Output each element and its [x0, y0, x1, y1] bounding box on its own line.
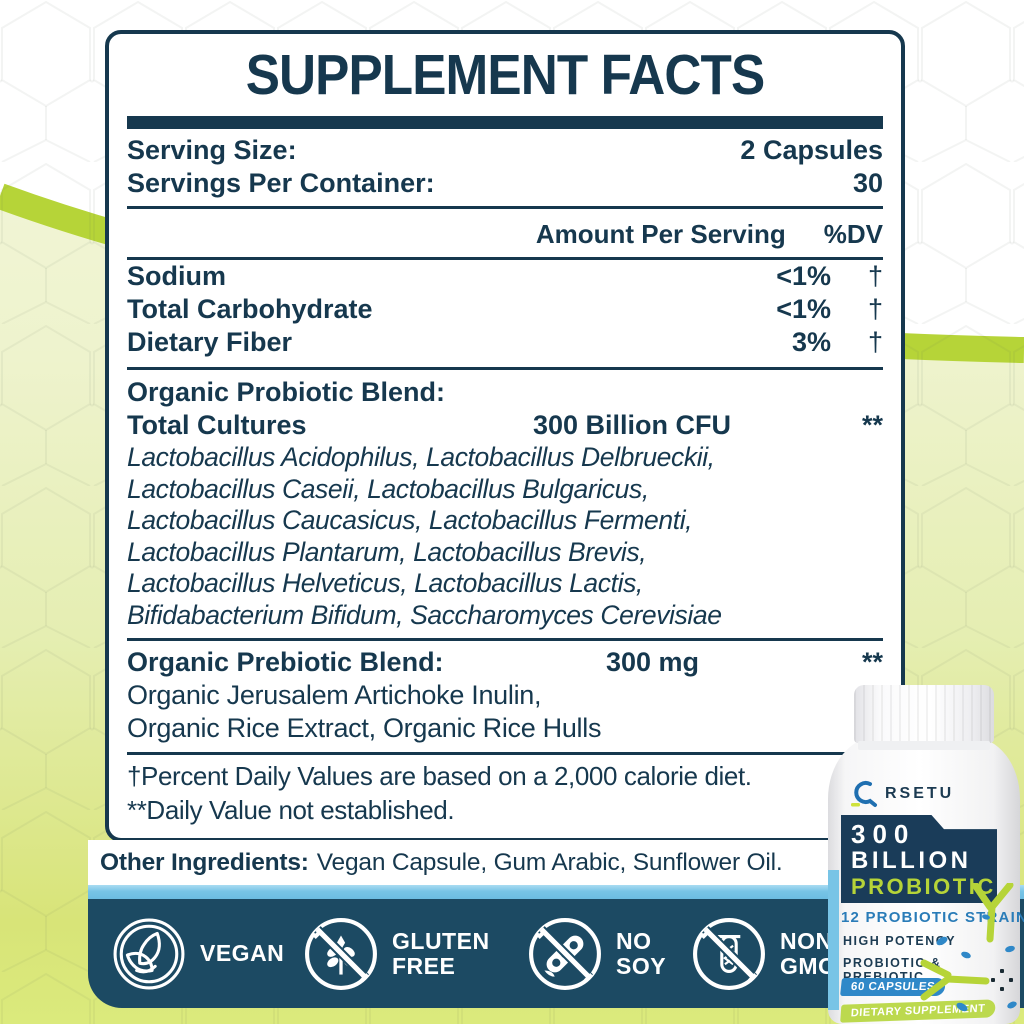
label-blue-stripe — [828, 870, 839, 1010]
badge-label-line: GMO — [780, 952, 837, 979]
brand-logo-icon — [851, 781, 877, 807]
divider — [127, 367, 883, 370]
no-soy-icon — [529, 917, 601, 990]
bottle-title-300: 300 — [851, 819, 916, 849]
serving-size-label: Serving Size: — [127, 135, 297, 165]
nutrient-row-carbohydrate: Total Carbohydrate <1% † — [127, 293, 883, 326]
nutrient-name: Total Carbohydrate — [127, 294, 373, 324]
badge-label-line: GLUTEN — [392, 927, 490, 954]
brand-logo-row: RSETU — [848, 779, 954, 809]
servings-per-container-row: Servings Per Container: 30 — [127, 167, 883, 200]
brand-name: RSETU — [885, 785, 955, 802]
servings-label: Servings Per Container: — [127, 168, 435, 198]
bottle-title-billion: BILLION — [851, 847, 972, 874]
badge-non-gmo: NON GMO — [692, 917, 836, 991]
prebiotic-dv: ** — [861, 647, 883, 677]
strain-line: Lactobacillus Caseii, Lactobacillus Bulg… — [127, 473, 649, 504]
divider — [127, 638, 883, 641]
footnote-daily-values: †Percent Daily Values are based on a 2,0… — [127, 761, 752, 791]
vegan-leaf-icon — [113, 918, 185, 989]
gluten-free-icon — [305, 917, 377, 990]
badge-gluten-free: GLUTEN FREE — [304, 917, 490, 991]
nutrient-dv: † — [867, 327, 883, 357]
badge-label-line: FREE — [392, 952, 456, 979]
servings-value: 30 — [852, 168, 883, 198]
other-ingredients-label: Other Ingredients: — [100, 848, 309, 876]
footnotes: †Percent Daily Values are based on a 2,0… — [127, 760, 883, 827]
total-cultures-label: Total Cultures — [127, 410, 307, 440]
footnote-dv-not-established: **Daily Value not established. — [127, 794, 455, 825]
column-headers: Amount Per Serving %DV — [127, 213, 883, 257]
nutrient-amount: 3% — [791, 327, 831, 357]
prebiotic-blend-row: Organic Prebiotic Blend: 300 mg ** — [127, 646, 883, 679]
badge-label-line: NO — [616, 927, 652, 954]
serving-size-row: Serving Size: 2 Capsules — [127, 134, 883, 167]
amount-per-serving-header: Amount Per Serving — [535, 219, 786, 249]
total-cultures-row: Total Cultures 300 Billion CFU ** — [127, 409, 883, 442]
prebiotic-heading: Organic Prebiotic Blend: — [127, 647, 444, 677]
prebiotic-amount: 300 mg — [605, 647, 699, 677]
title-divider-bar — [127, 116, 883, 129]
strain-line: Lactobacillus Caucasicus, Lactobacillus … — [127, 505, 693, 535]
strain-line: Lactobacillus Plantarum, Lactobacillus B… — [127, 536, 647, 567]
prebiotic-ingredients-line: Organic Jerusalem Artichoke Inulin, — [127, 680, 542, 710]
badge-label-line: VEGAN — [200, 940, 285, 966]
nutrient-amount: <1% — [776, 261, 831, 291]
nutrient-name: Sodium — [127, 261, 226, 291]
nutrient-dv: † — [867, 294, 883, 324]
panel-title: SUPPLEMENT FACTS — [245, 43, 765, 107]
dv-header: %DV — [823, 219, 883, 249]
nutrient-row-fiber: Dietary Fiber 3% † — [127, 326, 883, 359]
total-cultures-amount: 300 Billion CFU — [532, 410, 731, 440]
bottle-feature-high-potency: HIGH POTENCY — [843, 934, 957, 948]
serving-size-value: 2 Capsules — [740, 135, 883, 165]
bottle-strains-line: 12 PROBIOTIC STRAINS — [841, 909, 1024, 926]
strain-line: Lactobacillus Acidophilus, Lactobacillus… — [127, 442, 715, 472]
divider — [127, 206, 883, 209]
strain-line: Bifidabacterium Bifidum, Saccharomyces C… — [127, 599, 722, 630]
probiotic-blend-heading: Organic Probiotic Blend: — [127, 377, 446, 407]
badge-vegan: VEGAN — [112, 917, 284, 991]
badge-label-line: NON — [780, 927, 833, 954]
bottle-cap — [854, 685, 994, 743]
other-ingredients-strip: Other Ingredients: Vegan Capsule, Gum Ar… — [88, 840, 905, 885]
divider — [127, 752, 883, 755]
badge-label-line: SOY — [616, 952, 667, 979]
non-gmo-icon — [693, 917, 765, 990]
nutrient-dv: † — [867, 261, 883, 291]
bottle-title-panel: 300 BILLION PROBIOTIC — [841, 815, 997, 903]
nutrient-name: Dietary Fiber — [127, 327, 293, 357]
bottle-title-probiotic: PROBIOTIC — [851, 874, 996, 899]
divider — [127, 257, 883, 260]
bottle-cap-lip — [858, 741, 990, 750]
nutrient-row-sodium: Sodium <1% † — [127, 260, 883, 293]
nutrient-amount: <1% — [776, 294, 831, 324]
light-blue-accent-stripe — [88, 885, 1024, 899]
badge-no-soy: NO SOY — [528, 917, 666, 991]
probiotic-branch-graphic — [920, 883, 1017, 1012]
strain-line: Lactobacillus Helveticus, Lactobacillus … — [127, 568, 643, 598]
prebiotic-ingredients-line: Organic Rice Extract, Organic Rice Hulls — [127, 713, 602, 743]
total-cultures-dv: ** — [861, 410, 883, 440]
supplement-facts-panel: SUPPLEMENT FACTS Serving Size: 2 Capsule… — [105, 30, 905, 842]
other-ingredients-value: Vegan Capsule, Gum Arabic, Sunflower Oil… — [316, 848, 783, 876]
product-bottle: RSETU 300 BILLION PROBIOTIC 12 PROBIOTIC… — [828, 685, 1024, 1024]
